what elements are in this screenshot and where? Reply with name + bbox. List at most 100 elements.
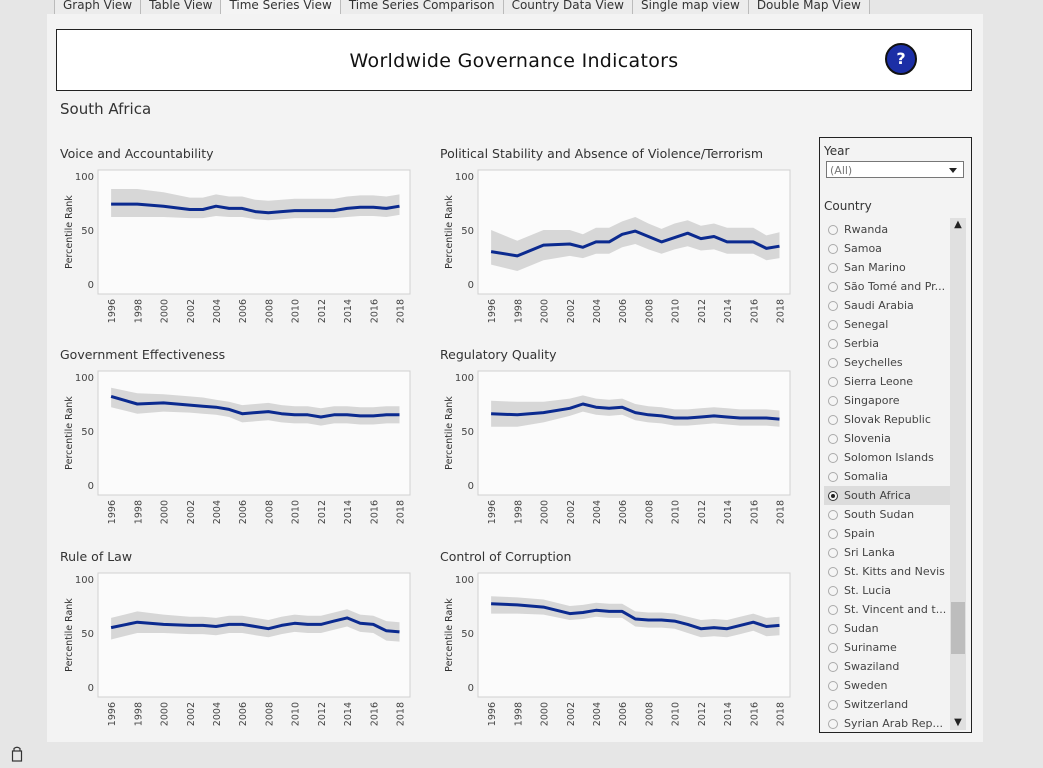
country-option[interactable]: Sweden [824, 676, 952, 695]
country-option[interactable]: Sudan [824, 619, 952, 638]
radio-icon[interactable] [828, 566, 838, 577]
x-tick-label: 2016 [749, 702, 760, 726]
x-tick-label: 2018 [396, 299, 407, 323]
country-option[interactable]: San Marino [824, 258, 952, 277]
x-tick-label: 1996 [487, 500, 498, 524]
x-tick-label: 2014 [723, 299, 734, 323]
scrollbar-thumb[interactable] [951, 602, 965, 654]
country-option[interactable]: Rwanda [824, 220, 952, 239]
radio-icon[interactable] [828, 376, 838, 387]
country-list-scrollbar[interactable]: ▲ ▼ [950, 218, 966, 730]
country-option-label: South Africa [844, 489, 911, 502]
country-option[interactable]: Senegal [824, 315, 952, 334]
country-option[interactable]: Slovak Republic [824, 410, 952, 429]
radio-icon[interactable] [828, 585, 838, 596]
radio-icon[interactable] [828, 680, 838, 691]
series-line[interactable] [490, 229, 780, 258]
country-option[interactable]: St. Vincent and t... [824, 600, 952, 619]
country-option[interactable]: Seychelles [824, 353, 952, 372]
x-tick-label: 2008 [264, 702, 275, 726]
tab-single-map-view[interactable]: Single map view [632, 0, 749, 15]
country-option[interactable]: Solomon Islands [824, 448, 952, 467]
country-option-label: Solomon Islands [844, 451, 934, 464]
tab-table-view[interactable]: Table View [140, 0, 222, 15]
x-tick-label: 2010 [671, 299, 682, 323]
radio-icon[interactable] [828, 433, 838, 444]
country-option[interactable]: Syrian Arab Rep... [824, 714, 952, 730]
country-option[interactable]: Spain [824, 524, 952, 543]
series-line[interactable] [110, 394, 400, 419]
country-option[interactable]: St. Kitts and Nevis [824, 562, 952, 581]
radio-icon[interactable] [828, 414, 838, 425]
tab-graph-view[interactable]: Graph View [54, 0, 142, 15]
country-option[interactable]: Saudi Arabia [824, 296, 952, 315]
country-option[interactable]: South Africa [824, 486, 952, 505]
country-option[interactable]: Slovenia [824, 429, 952, 448]
country-option[interactable]: Switzerland [824, 695, 952, 714]
x-tick-label: 2000 [160, 299, 171, 323]
tab-country-data-view[interactable]: Country Data View [502, 0, 633, 15]
series-line[interactable] [491, 402, 780, 421]
country-option[interactable]: Sri Lanka [824, 543, 952, 562]
radio-icon[interactable] [828, 281, 838, 292]
radio-icon[interactable] [828, 490, 838, 501]
country-option[interactable]: Swaziland [824, 657, 952, 676]
tab-time-series-comparison[interactable]: Time Series Comparison [339, 0, 504, 15]
country-option[interactable]: Samoa [824, 239, 952, 258]
series-line[interactable] [111, 202, 400, 215]
radio-icon[interactable] [828, 471, 838, 482]
radio-icon[interactable] [828, 642, 838, 653]
country-option-label: Somalia [844, 470, 889, 483]
radio-icon[interactable] [828, 357, 838, 368]
country-option-label: Singapore [844, 394, 900, 407]
country-option[interactable]: Somalia [824, 467, 952, 486]
help-button[interactable]: ? [885, 43, 917, 75]
chart-title-voice: Voice and Accountability [60, 146, 214, 161]
x-tick-label: 2012 [317, 702, 328, 726]
country-option[interactable]: Serbia [824, 334, 952, 353]
radio-icon[interactable] [828, 262, 838, 273]
country-option[interactable]: Singapore [824, 391, 952, 410]
country-option[interactable]: Sierra Leone [824, 372, 952, 391]
country-option[interactable]: South Sudan [824, 505, 952, 524]
chart-political-stability: 100 50 0 Percentile Rank 1996 1998 2000 2002 200… [436, 168, 794, 338]
radio-icon[interactable] [828, 699, 838, 710]
chart-title-gov-effectiveness: Government Effectiveness [60, 347, 226, 362]
series-line[interactable] [110, 616, 400, 634]
country-option-label: Sierra Leone [844, 375, 914, 388]
country-option[interactable]: St. Lucia [824, 581, 952, 600]
series-line[interactable] [491, 602, 780, 631]
radio-icon[interactable] [828, 395, 838, 406]
scroll-up-icon[interactable]: ▲ [954, 219, 962, 230]
y-axis-label: Percentile Rank [444, 195, 455, 269]
country-option-label: Samoa [844, 242, 882, 255]
radio-icon[interactable] [828, 509, 838, 520]
x-tick-label: 2000 [540, 500, 551, 524]
radio-icon[interactable] [828, 224, 838, 235]
x-tick-label: 2002 [566, 702, 577, 726]
country-option[interactable]: São Tomé and Pr... [824, 277, 952, 296]
radio-icon[interactable] [828, 528, 838, 539]
radio-icon[interactable] [828, 452, 838, 463]
x-tick-label: 2008 [644, 500, 655, 524]
x-tick-label: 1996 [487, 299, 498, 323]
radio-icon[interactable] [828, 319, 838, 330]
radio-icon[interactable] [828, 623, 838, 634]
radio-icon[interactable] [828, 547, 838, 558]
scroll-down-icon[interactable]: ▼ [954, 717, 962, 728]
tab-time-series-view[interactable]: Time Series View [220, 0, 341, 15]
country-option[interactable]: Suriname [824, 638, 952, 657]
y-axis-label: Percentile Rank [64, 598, 75, 672]
chart-title-rule-of-law: Rule of Law [60, 549, 133, 564]
tab-double-map-view[interactable]: Double Map View [747, 0, 870, 15]
radio-icon[interactable] [828, 300, 838, 311]
radio-icon[interactable] [828, 243, 838, 254]
chart-title-control-corruption: Control of Corruption [440, 549, 572, 564]
y-tick-label: 100 [75, 172, 94, 183]
year-dropdown[interactable]: (All) [826, 161, 964, 178]
radio-icon[interactable] [828, 604, 838, 615]
radio-icon[interactable] [828, 338, 838, 349]
radio-icon[interactable] [828, 718, 838, 729]
chart-voice-accountability: 100 50 0 Percentile Rank 1996 1998 2000 2002 200… [56, 168, 414, 338]
radio-icon[interactable] [828, 661, 838, 672]
